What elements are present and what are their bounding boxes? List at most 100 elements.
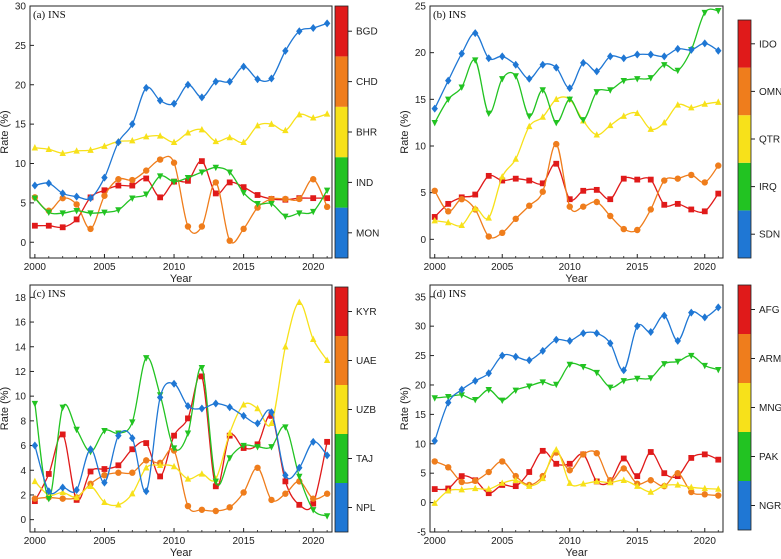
legend-label-uae: UAE — [356, 356, 377, 367]
marker-chd — [143, 167, 150, 174]
marker-npl — [170, 379, 178, 388]
marker-afg — [566, 460, 573, 467]
legend-swatch-irq — [738, 162, 751, 211]
marker-ind — [212, 164, 219, 172]
legend-label-irq: IRQ — [759, 182, 777, 193]
marker-irq — [445, 96, 452, 104]
legend-swatch-bhr — [335, 106, 348, 158]
y-axis-label: Rate (%) — [399, 387, 411, 430]
legend-swatch-afg — [738, 285, 751, 334]
marker-ngr — [526, 356, 533, 365]
marker-irq — [485, 110, 492, 118]
marker-bhr — [323, 110, 331, 117]
y-tick-label: 25 — [15, 41, 27, 52]
marker-taj — [310, 507, 317, 514]
marker-chd — [156, 156, 164, 163]
marker-bhr — [226, 133, 233, 141]
marker-ind — [240, 189, 247, 197]
marker-npl — [129, 434, 136, 443]
marker-arm — [512, 472, 519, 480]
legend-label-bhr: BHR — [356, 128, 377, 139]
series-line-uzb — [34, 301, 328, 507]
marker-ind — [73, 208, 80, 215]
marker-ind — [115, 207, 122, 214]
legend-label-bgd: BGD — [356, 27, 378, 38]
series-line-bgd — [34, 160, 328, 229]
marker-omn — [701, 179, 708, 186]
panel-title: (d) INS — [433, 288, 466, 300]
marker-irq — [472, 57, 479, 64]
marker-bhr — [268, 120, 275, 127]
marker-ido — [553, 160, 560, 167]
marker-kyr — [296, 501, 303, 508]
marker-uzb — [184, 475, 192, 482]
marker-uzb — [73, 493, 80, 501]
marker-mon — [45, 179, 52, 188]
marker-npl — [212, 399, 219, 408]
legend-swatch-mng — [738, 383, 751, 432]
marker-kyr — [129, 446, 136, 453]
marker-chd — [268, 195, 275, 203]
marker-bgd — [59, 224, 66, 231]
marker-uae — [101, 471, 108, 479]
plot-frame — [429, 284, 724, 533]
marker-omn — [620, 225, 627, 233]
legend-swatch-omn — [738, 67, 751, 116]
marker-bhr — [73, 147, 80, 154]
marker-ido — [499, 177, 506, 184]
marker-ido — [701, 208, 708, 215]
marker-uae — [198, 506, 206, 513]
series-line-sdn — [434, 32, 719, 109]
marker-mng — [674, 481, 681, 488]
marker-taj — [198, 365, 206, 372]
marker-irq — [715, 7, 722, 15]
marker-sdn — [688, 45, 695, 54]
marker-omn — [553, 140, 560, 148]
marker-irq — [620, 77, 627, 85]
marker-mon — [240, 62, 247, 71]
series-line-ngr — [434, 306, 719, 442]
marker-mng — [715, 485, 722, 492]
legend-swatch-chd — [335, 56, 348, 107]
marker-uae — [282, 490, 289, 497]
marker-sdn — [701, 39, 708, 48]
x-tick-label: 2005 — [491, 536, 514, 547]
marker-arm — [674, 469, 681, 477]
legend-swatch-ido — [738, 20, 751, 68]
marker-qtr — [634, 109, 641, 117]
marker-afg — [431, 486, 438, 492]
marker-chd — [310, 176, 317, 183]
x-axis-label: Year — [565, 547, 588, 559]
y-tick-label: 18 — [15, 293, 27, 304]
marker-bgd — [212, 190, 219, 197]
marker-npl — [143, 487, 150, 496]
marker-irq — [674, 67, 681, 75]
marker-mon — [170, 99, 178, 108]
marker-bgd — [143, 175, 150, 182]
marker-mon — [310, 24, 317, 33]
marker-taj — [296, 473, 303, 481]
marker-uzb — [254, 404, 261, 412]
marker-afg — [539, 447, 546, 454]
marker-ind — [323, 187, 331, 194]
marker-qtr — [715, 98, 722, 105]
marker-bhr — [101, 142, 108, 149]
x-tick-label: 2020 — [694, 536, 717, 547]
marker-mon — [129, 120, 136, 129]
x-axis-label: Year — [170, 547, 193, 559]
marker-sdn — [674, 44, 681, 53]
plot-frame — [29, 5, 333, 259]
marker-taj — [170, 445, 178, 452]
marker-ind — [170, 178, 178, 186]
legend-swatch-arm — [738, 334, 751, 383]
legend-frame — [737, 284, 752, 531]
marker-pak — [674, 358, 681, 366]
marker-irq — [701, 9, 708, 17]
marker-bgd — [31, 222, 38, 229]
marker-uzb — [59, 488, 66, 496]
marker-ido — [485, 172, 492, 179]
marker-taj — [240, 442, 247, 450]
y-tick-label: 5 — [420, 188, 426, 199]
marker-afg — [485, 490, 492, 497]
marker-ido — [674, 200, 681, 207]
